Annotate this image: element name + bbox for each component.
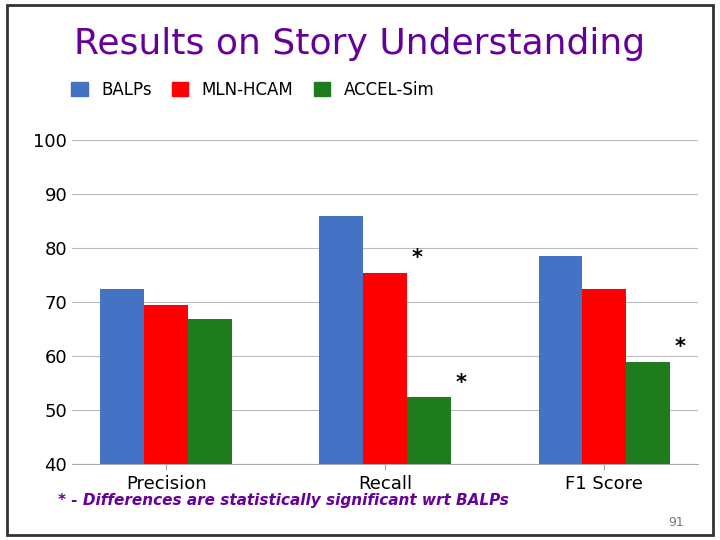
Text: 91: 91	[668, 516, 684, 529]
Bar	[188, 319, 232, 540]
Text: *: *	[455, 373, 467, 393]
Bar	[539, 256, 582, 540]
Bar	[101, 289, 144, 540]
Text: *: *	[412, 248, 423, 268]
Text: * - Differences are statistically significant wrt BALPs: * - Differences are statistically signif…	[58, 492, 508, 508]
Bar	[144, 305, 188, 540]
Bar	[364, 273, 407, 540]
Bar	[582, 289, 626, 540]
Bar	[407, 397, 451, 540]
Bar	[626, 362, 670, 540]
Text: *: *	[675, 338, 685, 357]
Text: Results on Story Understanding: Results on Story Understanding	[74, 27, 646, 61]
Bar	[320, 216, 364, 540]
Legend: BALPs, MLN-HCAM, ACCEL-Sim: BALPs, MLN-HCAM, ACCEL-Sim	[68, 77, 438, 102]
